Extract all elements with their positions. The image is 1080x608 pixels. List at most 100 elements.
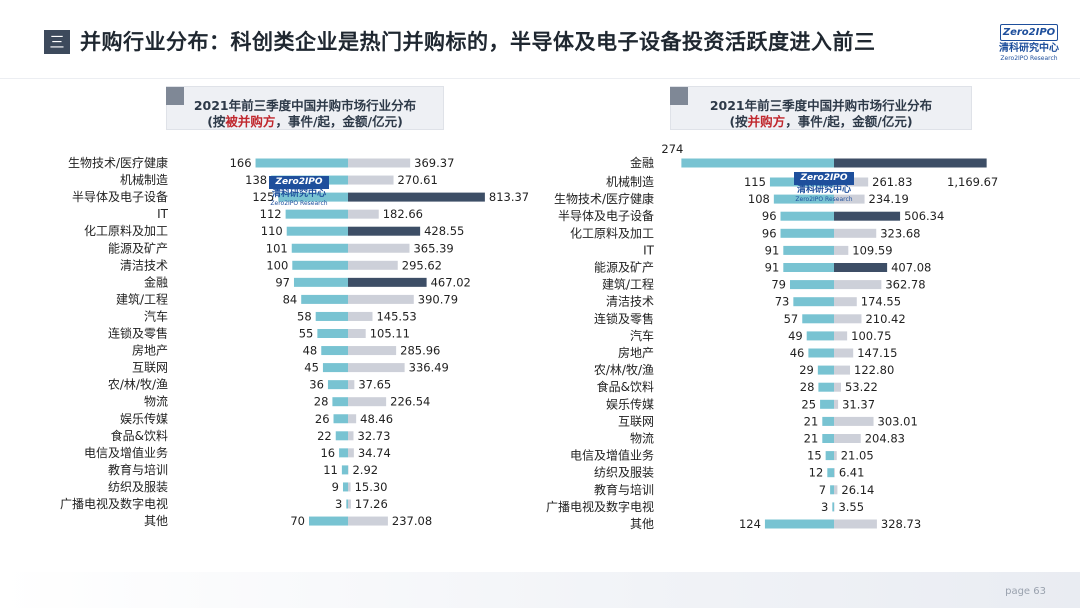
amount-bar (348, 363, 405, 373)
amount-bar (834, 451, 837, 461)
amount-bar (834, 519, 877, 529)
category-label: 化工原料及加工 (84, 224, 168, 238)
category-row: IT 91 109.59 (643, 243, 892, 257)
category-label: 房地产 (132, 343, 168, 358)
category-label: 广播电视及数字电视 (60, 496, 168, 511)
amount-value-label: 31.37 (842, 397, 875, 411)
amount-value-label: 270.61 (398, 173, 438, 187)
count-bar (806, 331, 834, 341)
count-value-label: 11 (323, 463, 338, 477)
count-value-label: 36 (309, 378, 324, 392)
count-value-label: 79 (771, 278, 786, 292)
category-row: 教育与培训 7 26.14 (594, 482, 874, 497)
amount-value-label: 174.55 (861, 295, 901, 309)
count-bar (822, 416, 834, 426)
category-row: 娱乐传媒 25 31.37 (606, 396, 875, 411)
category-label: 互联网 (132, 361, 168, 375)
right-bar-chart: 金融 274 1,169.67 机械制造 115 261.83 生物技术/医疗健康 108 23… (546, 142, 998, 531)
category-label: 清洁技术 (606, 295, 654, 309)
amount-bar (348, 192, 485, 202)
amount-value-label: 15.30 (355, 480, 388, 494)
category-label: 农/林/牧/渔 (594, 363, 654, 377)
left-chart-panel: 2021年前三季度中国并购市场行业分布 (按被并购方，事件/起，金额/亿元) (0, 86, 540, 546)
amount-bar (348, 294, 414, 304)
amount-value-label: 323.68 (880, 226, 920, 240)
amount-bar (834, 158, 987, 168)
count-value-label: 91 (765, 261, 780, 275)
amount-value-label: 48.46 (360, 412, 393, 426)
watermark-wordmark: Zero2IPO (269, 176, 329, 189)
category-row: 其他 70 237.08 (144, 514, 432, 528)
category-row: 电信及增值业务 16 34.74 (84, 445, 391, 460)
category-label: 农/林/牧/渔 (108, 378, 168, 392)
count-value-label: 28 (800, 380, 815, 394)
count-value-label: 48 (303, 344, 318, 358)
count-bar (818, 382, 834, 392)
category-label: 机械制造 (120, 172, 168, 187)
category-label: 机械制造 (606, 174, 654, 189)
count-value-label: 28 (314, 395, 329, 409)
count-bar (783, 245, 834, 255)
count-bar (793, 297, 834, 307)
brand-logo: Zero2IPO 清科研究中心 Zero2IPO Research (998, 24, 1060, 66)
category-label: 能源及矿产 (594, 261, 654, 275)
amount-value-label: 37.65 (358, 378, 391, 392)
count-value-label: 274 (661, 142, 683, 156)
count-bar (335, 431, 348, 441)
count-bar (341, 465, 348, 475)
count-value-label: 84 (283, 292, 298, 306)
amount-bar (348, 431, 354, 441)
amount-value-label: 428.55 (424, 224, 464, 238)
amount-value-label: 506.34 (904, 209, 944, 223)
category-row: 纺织及服装 9 15.30 (108, 480, 388, 494)
count-bar (292, 260, 348, 270)
count-value-label: 12 (809, 466, 824, 480)
count-value-label: 26 (315, 412, 330, 426)
category-row: 汽车 49 100.75 (630, 328, 891, 343)
amount-value-label: 34.74 (358, 446, 391, 460)
amount-bar (834, 365, 851, 375)
header-divider (0, 78, 1080, 79)
category-label: 教育与培训 (594, 482, 654, 497)
category-row: 清洁技术 100 295.62 (120, 258, 442, 272)
amount-bar (348, 175, 394, 185)
amount-bar (834, 485, 838, 495)
category-row: 广播电视及数字电视 3 3.55 (546, 499, 864, 514)
category-row: 电信及增值业务 15 21.05 (570, 448, 874, 463)
category-label: 电信及增值业务 (570, 448, 654, 463)
amount-bar (348, 260, 398, 270)
left-bar-chart: 生物技术/医疗健康 166 369.37 机械制造 138 270.61 半导体及电子设备 1… (60, 155, 529, 528)
count-value-label: 9 (332, 480, 339, 494)
count-value-label: 25 (801, 397, 816, 411)
chart-subtitle: (按被并购方，事件/起，金额/亿元) (207, 114, 403, 129)
amount-value-label: 362.78 (885, 278, 925, 292)
count-value-label: 45 (304, 361, 319, 375)
category-row: 金融 274 1,169.67 (630, 142, 998, 189)
page-title: 并购行业分布：科创类企业是热门并购标的，半导体及电子设备投资活跃度进入前三 (80, 30, 876, 54)
category-label: 连锁及零售 (594, 311, 654, 326)
count-bar (825, 451, 834, 461)
right-chart-subtitle-box: 2021年前三季度中国并购市场行业分布 (按并购方，事件/起，金额/亿元) (670, 86, 972, 130)
amount-value-label: 53.22 (845, 380, 878, 394)
amount-bar (348, 414, 357, 424)
category-row: 互联网 21 303.01 (618, 414, 918, 428)
count-value-label: 124 (739, 517, 761, 531)
amount-value-label: 407.08 (891, 261, 931, 275)
amount-value-label: 182.66 (383, 207, 423, 221)
count-bar (286, 226, 348, 236)
category-label: 娱乐传媒 (120, 411, 168, 426)
amount-value-label: 32.73 (358, 429, 391, 443)
category-row: 农/林/牧/渔 29 122.80 (594, 363, 894, 377)
chart-title: 2021年前三季度中国并购市场行业分布 (709, 98, 933, 113)
category-row: 连锁及零售 55 105.11 (108, 326, 410, 341)
amount-value-label: 3.55 (838, 500, 864, 514)
subtitle-marker (166, 87, 184, 105)
category-row: 互联网 45 336.49 (132, 361, 449, 375)
amount-value-label: 295.62 (402, 258, 442, 272)
category-row: 食品&饮料 22 32.73 (111, 428, 391, 443)
count-bar (301, 294, 348, 304)
amount-bar (348, 397, 387, 407)
count-value-label: 58 (297, 309, 312, 323)
count-bar (773, 194, 834, 204)
count-bar (764, 519, 834, 529)
